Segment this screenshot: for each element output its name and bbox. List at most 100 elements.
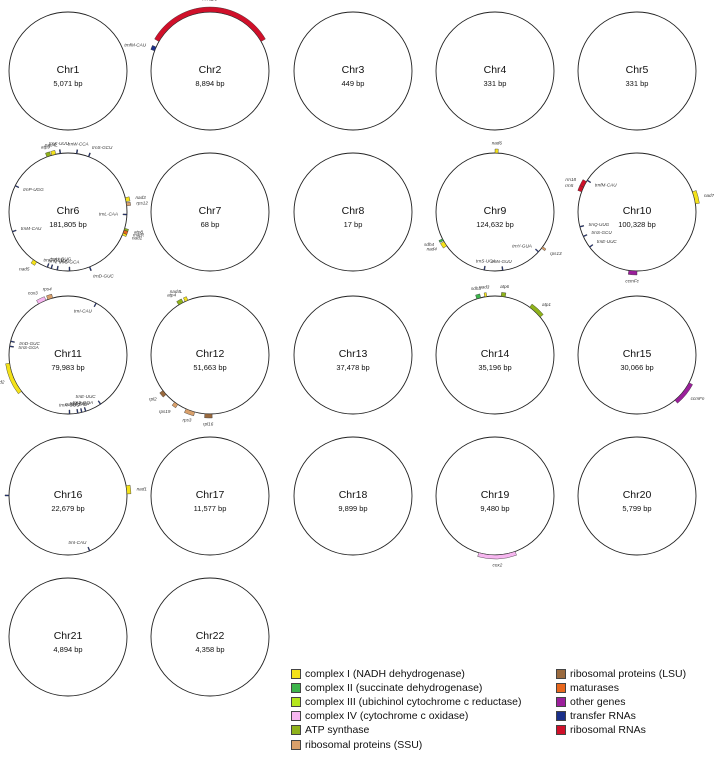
gene-block-trnfm-cau xyxy=(76,408,79,414)
gene-label: trnQ-UUG xyxy=(589,222,610,227)
chromosome-circle xyxy=(293,436,413,556)
gene-label: trnS-UGA xyxy=(476,259,496,264)
chromosome-chr19: Chr19 9,480 bp cox2 xyxy=(435,436,555,567)
chromosome-size: 5,071 bp xyxy=(53,79,82,88)
gene-label: ccmFc xyxy=(625,278,639,283)
chromosome-name: Chr13 xyxy=(339,348,368,360)
gene-label: nad4L xyxy=(170,289,183,294)
chromosome-size: 331 bp xyxy=(484,79,507,88)
legend-swatch xyxy=(291,711,301,722)
legend-label: ribosomal proteins (LSU) xyxy=(570,667,687,680)
legend-item-ribosomal-lsu: ribosomal proteins (LSU) xyxy=(556,667,686,680)
chromosome-circle xyxy=(293,295,413,415)
legend-label: ribosomal proteins (SSU) xyxy=(305,738,423,751)
gene-block-rrn26 xyxy=(154,6,266,42)
gene-label: matR xyxy=(133,233,145,238)
gene-block-trni-cau xyxy=(93,302,97,308)
chromosome-circle xyxy=(150,577,270,697)
gene-block-nad1 xyxy=(125,484,132,495)
chromosome-name: Chr18 xyxy=(339,489,368,501)
gene-block-nad3 xyxy=(483,292,488,298)
gene-block-trns-gga xyxy=(83,407,87,412)
legend-label: other genes xyxy=(570,695,626,708)
chromosome-circle xyxy=(293,152,413,272)
gene-label: trnS-GGA xyxy=(73,400,93,405)
gene-label: rpl16 xyxy=(203,421,214,426)
gene-label: trnG-GCC xyxy=(43,257,64,262)
gene-label: trnI-CAU xyxy=(68,540,87,545)
gene-block-trnfm-cau xyxy=(150,45,157,52)
gene-label: nad3 xyxy=(479,284,490,289)
gene-label: nad4L xyxy=(45,143,58,148)
legend-swatch xyxy=(556,668,566,679)
gene-block-trnt-ggu xyxy=(80,408,83,413)
chromosome-name: Chr20 xyxy=(623,489,652,501)
chromosome-size: 37,478 bp xyxy=(336,363,369,372)
gene-block-ccmfn xyxy=(674,382,693,404)
gene-block-nad6 xyxy=(494,148,499,154)
gene-block-trnk-uuu xyxy=(59,149,62,154)
legend-swatch xyxy=(291,696,301,707)
gene-label: trnH-GUG xyxy=(50,256,71,261)
gene-label: trnS-GGA xyxy=(19,345,39,350)
gene-block-trni-cau xyxy=(87,546,91,552)
gene-label: rrn18 xyxy=(565,177,576,182)
legend-swatch xyxy=(556,725,566,736)
chromosome-size: 30,066 bp xyxy=(620,363,653,372)
gene-block-trny-gua xyxy=(534,248,540,253)
gene-label: trnL-CAA xyxy=(99,212,118,217)
chromosome-name: Chr11 xyxy=(54,348,82,360)
chromosome-size: 100,328 bp xyxy=(618,220,656,229)
gene-label: rps12 xyxy=(136,200,148,205)
gene-block-trng-gcc xyxy=(50,264,54,269)
chromosome-circle xyxy=(8,295,128,415)
gene-label: trnS-GCU xyxy=(92,145,113,150)
gene-label: rps4 xyxy=(43,287,52,292)
chromosome-chr21: Chr21 4,894 bp xyxy=(8,577,128,697)
gene-label: trnT-GGU xyxy=(70,401,90,406)
gene-label: trnfM-CAU xyxy=(595,183,617,188)
gene-label: atp1 xyxy=(542,302,551,307)
legend-label: ATP synthase xyxy=(305,724,370,737)
chromosome-chr9: Chr9 124,632 bp nad6 rps13 trnY-GUA trnN-GUUt… xyxy=(424,141,562,272)
gene-block-trns-gcu xyxy=(582,234,588,238)
gene-label: nad5 xyxy=(19,267,30,272)
legend-swatch xyxy=(556,682,566,693)
chromosome-size: 181,805 bp xyxy=(49,220,87,229)
gene-block-trnp-ugg xyxy=(14,184,20,189)
chromosome-size: 5,799 bp xyxy=(622,504,651,513)
gene-label: trnD-GUC xyxy=(93,274,114,279)
gene-label: trnN-GUU xyxy=(491,259,512,264)
gene-label: nad1 xyxy=(132,235,143,240)
legend-label: complex III (ubichinol cytochrome c redu… xyxy=(305,695,522,708)
legend-swatch xyxy=(556,711,566,722)
chromosome-size: 4,894 bp xyxy=(53,645,82,654)
gene-block-nad1 xyxy=(122,232,128,237)
chromosome-circle xyxy=(150,152,270,272)
gene-label: nad4 xyxy=(427,247,438,252)
gene-label: atp8 xyxy=(134,230,143,235)
chromosome-size: 79,983 bp xyxy=(51,363,84,372)
chromosome-name: Chr21 xyxy=(54,630,83,642)
gene-label: trnN-GUU xyxy=(59,402,80,407)
gene-label: sdh4 xyxy=(424,242,434,247)
gene-label: trnC-GCA xyxy=(59,259,79,264)
legend-item-ribosomal-ssu: ribosomal proteins (SSU) xyxy=(291,738,422,751)
gene-label: cox2 xyxy=(493,562,503,567)
gene-block-trnd-guc xyxy=(10,340,15,343)
chromosome-name: Chr16 xyxy=(54,489,83,501)
gene-block-cox2 xyxy=(477,551,517,560)
legend-item-ribosomal-rna: ribosomal RNAs xyxy=(556,724,646,737)
gene-label: atp6 xyxy=(500,284,509,289)
chromosome-name: Chr12 xyxy=(196,348,225,360)
chromosome-size: 11,577 bp xyxy=(194,504,227,513)
chromosome-name: Chr4 xyxy=(484,64,507,76)
chromosome-chr18: Chr18 9,899 bp xyxy=(293,436,413,556)
gene-block-nad7 xyxy=(692,190,700,205)
chromosome-chr3: Chr3 449 bp xyxy=(293,11,413,131)
gene-label: trnfM-CAU xyxy=(65,402,87,407)
gene-label: cox3 xyxy=(28,290,38,295)
